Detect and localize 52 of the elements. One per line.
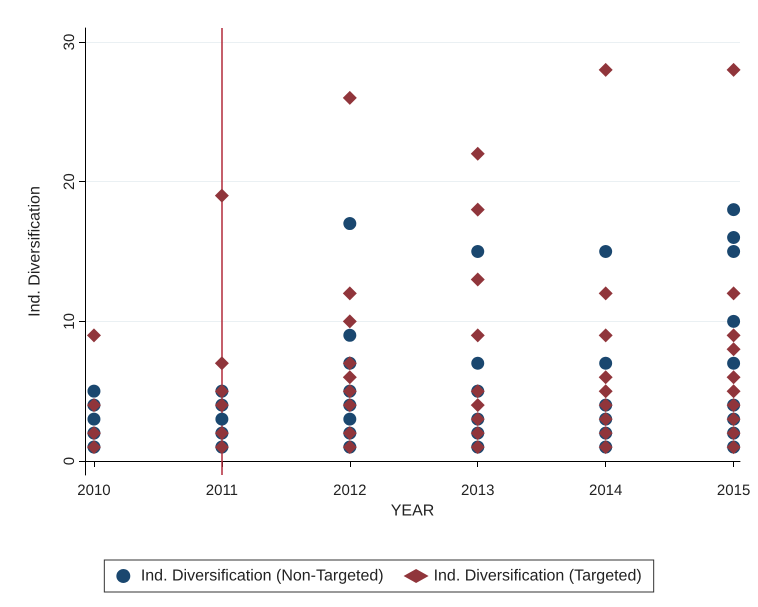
- x-tick-label: 2015: [716, 482, 750, 499]
- point: [342, 370, 357, 384]
- point: [87, 384, 100, 398]
- point: [471, 356, 484, 370]
- x-tick-label: 2011: [206, 482, 238, 499]
- x-axis-title: YEAR: [390, 502, 434, 520]
- x-tick-label: 2014: [588, 482, 622, 499]
- point: [598, 328, 613, 342]
- point: [470, 398, 485, 412]
- point: [86, 328, 101, 342]
- y-tick-label: 20: [61, 173, 78, 190]
- point: [726, 342, 741, 356]
- point: [215, 412, 228, 426]
- point: [727, 245, 740, 258]
- x-tick-label: 2013: [461, 482, 494, 499]
- point: [470, 272, 485, 286]
- point: [598, 370, 613, 384]
- y-tick-label: 30: [61, 34, 78, 50]
- point: [471, 245, 484, 258]
- point: [599, 356, 612, 370]
- point: [343, 217, 356, 230]
- point: [727, 356, 740, 370]
- point: [598, 286, 613, 300]
- point: [470, 202, 485, 217]
- point: [726, 286, 741, 300]
- y-axis-title: Ind. Diversification: [26, 186, 44, 317]
- point: [727, 203, 740, 216]
- point: [87, 412, 100, 426]
- point: [470, 146, 485, 161]
- point: [726, 62, 741, 77]
- point: [342, 314, 357, 328]
- point: [598, 384, 613, 398]
- x-tick-label: 2010: [77, 482, 111, 499]
- point: [343, 328, 356, 342]
- point: [726, 370, 741, 384]
- point: [727, 314, 740, 328]
- point: [470, 328, 485, 342]
- legend-label: Ind. Diversification (Non-Targeted): [140, 568, 384, 584]
- legend-label: Ind. Diversification (Targeted): [434, 568, 642, 584]
- point: [214, 356, 229, 370]
- y-tick-label: 10: [61, 313, 78, 330]
- point: [342, 90, 357, 105]
- y-tick-label: 0: [61, 456, 78, 466]
- point: [214, 188, 229, 203]
- point: [726, 328, 741, 342]
- point: [726, 384, 741, 398]
- x-tick-label: 2012: [333, 482, 366, 499]
- point: [598, 62, 613, 77]
- point: [727, 231, 740, 244]
- point: [342, 286, 357, 300]
- point: [599, 245, 612, 258]
- point: [343, 412, 356, 426]
